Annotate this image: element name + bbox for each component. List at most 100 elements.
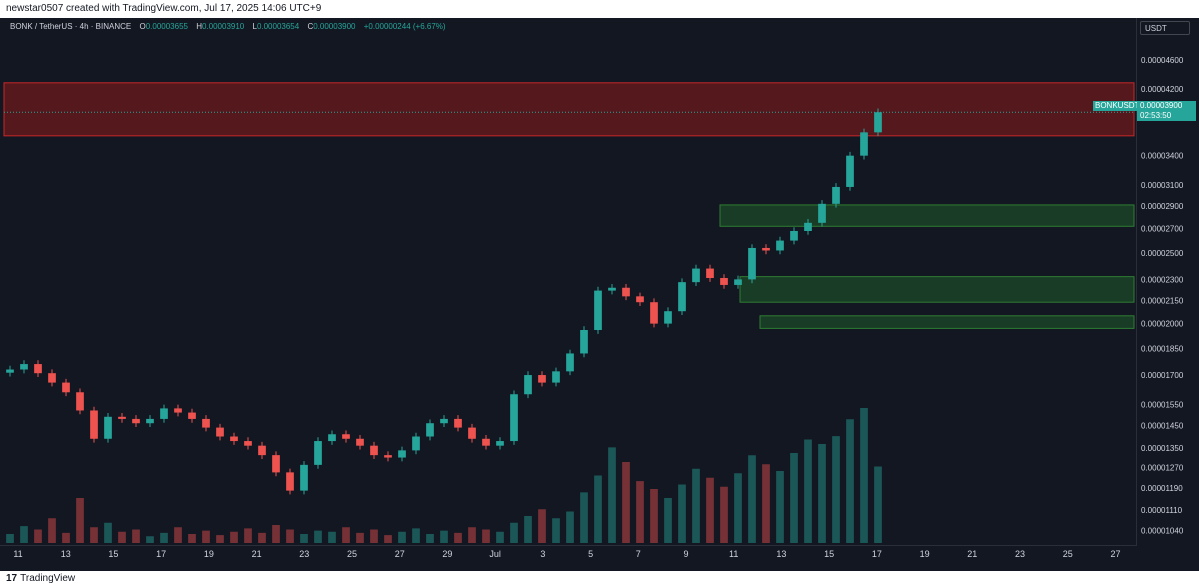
- volume-bar-41: [580, 492, 588, 543]
- volume-bar-26: [370, 529, 378, 543]
- candle-body-31: [440, 418, 448, 424]
- candle-body-37: [524, 375, 532, 395]
- volume-bar-30: [426, 534, 434, 543]
- volume-bar-23: [328, 531, 336, 543]
- candle-body-11: [160, 408, 168, 419]
- volume-bar-62: [874, 466, 882, 543]
- volume-bar-24: [342, 527, 350, 543]
- time-tick-11: 3: [540, 549, 545, 559]
- price-tick-10: 0.00001850: [1141, 344, 1184, 353]
- volume-bar-42: [594, 475, 602, 543]
- price-tick-2: 0.00003400: [1141, 152, 1184, 161]
- volume-bar-53: [748, 455, 756, 543]
- candle-body-28: [398, 450, 406, 458]
- price-tick-8: 0.00002150: [1141, 297, 1184, 306]
- candle-body-56: [790, 230, 798, 241]
- candle-body-40: [566, 353, 574, 372]
- candle-body-20: [286, 472, 294, 491]
- volume-bar-32: [454, 532, 462, 543]
- time-tick-0: 11: [13, 549, 22, 559]
- candle-body-18: [258, 445, 266, 456]
- candle-body-19: [272, 455, 280, 473]
- symbol-label[interactable]: BONK / TetherUS · 4h · BINANCE: [10, 22, 132, 31]
- time-tick-15: 11: [729, 549, 738, 559]
- volume-bar-15: [216, 535, 224, 543]
- support-zone-1: [719, 204, 1135, 227]
- last-price-value: 0.00003900: [1140, 101, 1183, 110]
- candle-body-50: [706, 268, 714, 279]
- time-tick-8: 27: [395, 549, 405, 559]
- volume-bar-11: [160, 532, 168, 543]
- candle-body-16: [230, 436, 238, 442]
- support-zone-3: [759, 315, 1135, 329]
- volume-bar-37: [524, 516, 532, 543]
- candle-body-45: [636, 296, 644, 303]
- price-tick-9: 0.00002000: [1141, 320, 1184, 329]
- price-tick-16: 0.00001190: [1141, 484, 1183, 493]
- time-tick-21: 23: [1015, 549, 1025, 559]
- candle-body-62: [874, 112, 882, 133]
- candle-body-27: [384, 455, 392, 458]
- volume-bar-34: [482, 529, 490, 543]
- time-tick-14: 9: [684, 549, 689, 559]
- currency-unit-button[interactable]: USDT: [1140, 21, 1190, 35]
- candle-body-58: [818, 203, 826, 223]
- candle-body-34: [482, 438, 490, 446]
- volume-bar-25: [356, 532, 364, 543]
- tradingview-logo[interactable]: 17 TradingView: [6, 573, 75, 584]
- symbol-price-badge: BONKUSDT: [1093, 101, 1142, 111]
- low-label: L: [252, 22, 257, 31]
- candle-body-21: [300, 464, 308, 491]
- price-tick-6: 0.00002500: [1141, 249, 1184, 258]
- last-price-badge: 0.00003900 02:53:50: [1137, 101, 1196, 121]
- time-tick-10: Jul: [489, 549, 501, 559]
- price-tick-1: 0.00004200: [1141, 85, 1184, 94]
- candle-body-38: [538, 375, 546, 383]
- volume-bar-21: [300, 534, 308, 543]
- candle-body-42: [594, 290, 602, 331]
- candle-body-49: [692, 268, 700, 283]
- volume-bar-52: [734, 473, 742, 543]
- candle-body-2: [34, 364, 42, 374]
- volume-bar-8: [118, 531, 126, 543]
- candle-body-6: [90, 410, 98, 439]
- volume-bar-47: [664, 498, 672, 543]
- volume-bar-57: [804, 439, 812, 543]
- time-tick-1: 13: [61, 549, 71, 559]
- time-tick-17: 15: [824, 549, 834, 559]
- candle-body-57: [804, 222, 812, 231]
- time-axis-divider: [0, 545, 1137, 546]
- volume-bar-28: [398, 531, 406, 543]
- volume-bar-55: [776, 471, 784, 543]
- price-tick-14: 0.00001350: [1141, 444, 1184, 453]
- volume-bar-38: [538, 509, 546, 543]
- close-value: 0.00003900: [313, 22, 356, 31]
- header-credit: newstar0507 created with TradingView.com…: [6, 3, 322, 14]
- volume-bar-19: [272, 525, 280, 543]
- candle-body-32: [454, 418, 462, 428]
- time-tick-3: 17: [156, 549, 166, 559]
- open-value: 0.00003655: [145, 22, 188, 31]
- volume-bar-1: [20, 526, 28, 543]
- price-tick-7: 0.00002300: [1141, 275, 1184, 284]
- volume-bar-43: [608, 447, 616, 543]
- volume-bar-6: [90, 527, 98, 543]
- candle-body-46: [650, 302, 658, 324]
- price-tick-13: 0.00001450: [1141, 421, 1184, 430]
- volume-bar-20: [286, 529, 294, 543]
- header-bar: newstar0507 created with TradingView.com…: [0, 0, 1199, 18]
- candle-body-0: [6, 369, 14, 373]
- candle-body-52: [734, 279, 742, 285]
- volume-bar-12: [174, 527, 182, 543]
- volume-bar-48: [678, 484, 686, 543]
- candle-body-36: [510, 394, 518, 442]
- price-tick-3: 0.00003100: [1141, 181, 1184, 190]
- price-tick-0: 0.00004600: [1141, 56, 1184, 65]
- time-tick-18: 17: [872, 549, 882, 559]
- price-tick-18: 0.00001040: [1141, 527, 1184, 536]
- volume-bar-44: [622, 462, 630, 543]
- open-label: O: [139, 22, 146, 31]
- support-zone-2: [739, 276, 1135, 303]
- candle-body-48: [678, 282, 686, 312]
